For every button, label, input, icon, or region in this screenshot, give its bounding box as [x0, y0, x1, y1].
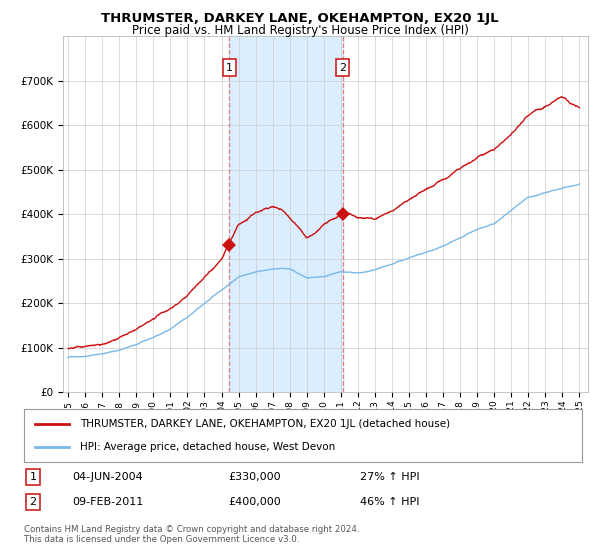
Text: £400,000: £400,000 [228, 497, 281, 507]
Text: Price paid vs. HM Land Registry's House Price Index (HPI): Price paid vs. HM Land Registry's House … [131, 24, 469, 37]
Text: 27% ↑ HPI: 27% ↑ HPI [360, 472, 419, 482]
Text: 46% ↑ HPI: 46% ↑ HPI [360, 497, 419, 507]
Text: 1: 1 [29, 472, 37, 482]
Text: £330,000: £330,000 [228, 472, 281, 482]
Text: 04-JUN-2004: 04-JUN-2004 [72, 472, 143, 482]
Text: 2: 2 [29, 497, 37, 507]
Text: 2: 2 [339, 63, 346, 72]
Text: THRUMSTER, DARKEY LANE, OKEHAMPTON, EX20 1JL: THRUMSTER, DARKEY LANE, OKEHAMPTON, EX20… [101, 12, 499, 25]
Text: HPI: Average price, detached house, West Devon: HPI: Average price, detached house, West… [80, 442, 335, 452]
Text: Contains HM Land Registry data © Crown copyright and database right 2024.
This d: Contains HM Land Registry data © Crown c… [24, 525, 359, 544]
Text: 09-FEB-2011: 09-FEB-2011 [72, 497, 143, 507]
Bar [229, 36, 343, 392]
Text: THRUMSTER, DARKEY LANE, OKEHAMPTON, EX20 1JL (detached house): THRUMSTER, DARKEY LANE, OKEHAMPTON, EX20… [80, 419, 450, 429]
Text: 1: 1 [226, 63, 233, 72]
